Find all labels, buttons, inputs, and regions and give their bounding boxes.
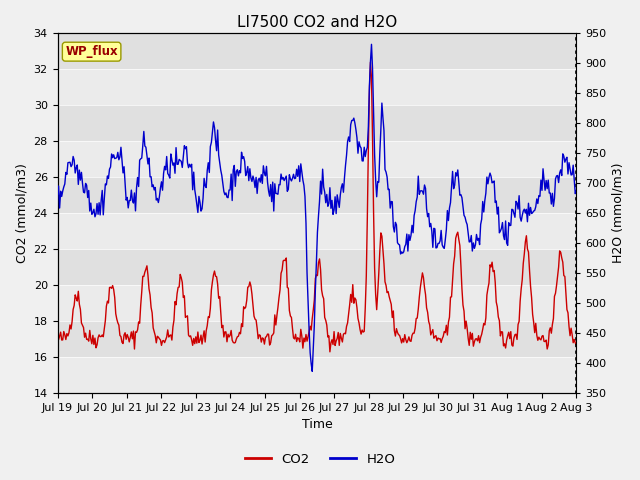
Legend: CO2, H2O: CO2, H2O [239, 447, 401, 471]
Bar [58, 33, 576, 69]
Bar [58, 105, 576, 141]
Bar [58, 357, 576, 393]
Bar [58, 141, 576, 177]
Bar [58, 249, 576, 285]
Bar [58, 321, 576, 357]
Bar [58, 69, 576, 105]
Bar [58, 213, 576, 249]
X-axis label: Time: Time [301, 419, 332, 432]
Y-axis label: H2O (mmol/m3): H2O (mmol/m3) [612, 163, 625, 263]
Title: LI7500 CO2 and H2O: LI7500 CO2 and H2O [237, 15, 397, 30]
Text: WP_flux: WP_flux [65, 45, 118, 58]
Y-axis label: CO2 (mmol/m3): CO2 (mmol/m3) [15, 163, 28, 263]
Bar [58, 285, 576, 321]
Bar [58, 177, 576, 213]
